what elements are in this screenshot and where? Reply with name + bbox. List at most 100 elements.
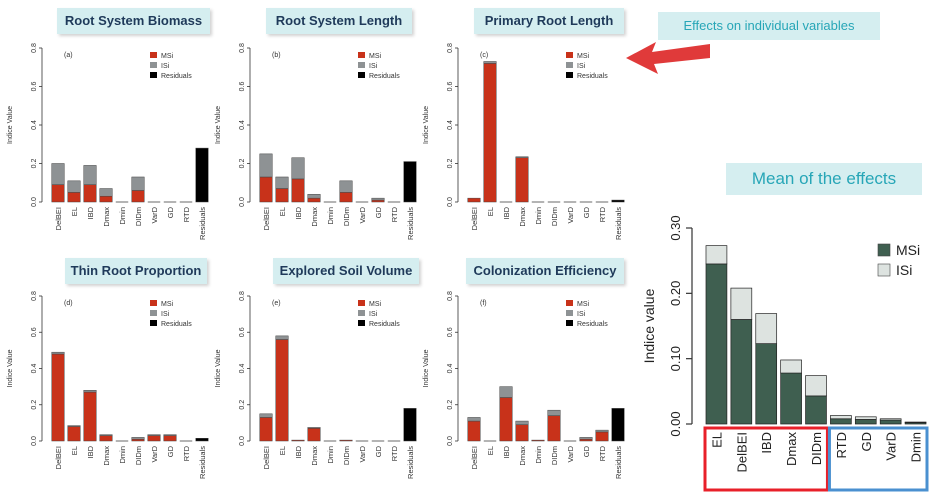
x-tick-label: GD [374, 445, 383, 457]
y-tick-label: 0.0 [447, 197, 454, 207]
x-tick-label: EL [709, 432, 724, 448]
bar-isi-ibd [755, 313, 778, 344]
x-tick-label: DIDm [134, 446, 143, 465]
x-tick-label: VarD [150, 206, 159, 223]
panel-title-d: Thin Root Proportion [65, 258, 207, 284]
legend-swatch-isi [877, 263, 891, 277]
panel-title-b: Root System Length [266, 8, 412, 34]
bar-msi-delbei [259, 417, 273, 442]
x-tick-label: DIDm [342, 207, 351, 226]
bar-residuals-residuals [611, 199, 625, 203]
bar-isi-didm [131, 437, 145, 440]
bar-msi-dmax [515, 424, 529, 442]
legend-label-residuals: Residuals [577, 321, 608, 328]
legend-label-residuals: Residuals [161, 321, 192, 328]
bar-isi-el [275, 176, 289, 189]
y-tick-label: 0.4 [239, 364, 246, 374]
x-tick-label: Dmax [784, 432, 799, 466]
bar-isi-ibd [291, 157, 305, 180]
x-tick-label: DelBEI [262, 207, 271, 230]
bar-isi-didm [805, 375, 827, 397]
x-tick-label: DelBEI [470, 446, 479, 469]
x-tick-label: DelBEI [734, 432, 749, 472]
chart-root-system-length: 0.0 0.2 0.4 0.6 0.8 Indice Value (b) DelBEI EL IB… [215, 43, 417, 240]
x-tick-label: VarD [566, 445, 575, 462]
legend-label-msi: MSi [369, 53, 382, 60]
bar-isi-delbei [51, 351, 65, 355]
legend-label-isi: ISi [577, 63, 586, 70]
x-tick-label: EL [70, 446, 79, 455]
bar-isi-delbei [730, 287, 753, 320]
legend-swatch-msi [566, 300, 573, 306]
bar-msi-ibd [83, 391, 97, 442]
y-tick-label: 0.6 [447, 327, 454, 337]
bar-msi-el [705, 263, 728, 425]
panel-title-e: Explored Soil Volume [273, 258, 419, 284]
bar-msi-delbei [259, 176, 273, 203]
x-tick-label: DIDm [550, 207, 559, 226]
x-tick-label: VarD [566, 206, 575, 223]
x-tick-label: EL [486, 446, 495, 455]
legend-swatch-isi [358, 310, 365, 316]
x-tick-label: Dmin [534, 207, 543, 225]
chart-primary-root-length: 0.0 0.2 0.4 0.6 0.8 Indice Value (c) DelBEI EL IB… [423, 43, 625, 240]
y-tick-label: 0.8 [31, 291, 38, 301]
x-tick-label: GD [166, 206, 175, 218]
legend-label-isi: ISi [896, 262, 912, 278]
legend-swatch-isi [150, 310, 157, 316]
y-tick-label: 0.6 [239, 327, 246, 337]
bar-isi-el [275, 335, 289, 340]
bar-isi-gd [854, 416, 877, 420]
legend-label-isi: ISi [369, 311, 378, 318]
bar-isi-dmax [515, 420, 529, 425]
x-tick-label: VarD [884, 432, 899, 461]
x-tick-label: IBD [759, 432, 774, 454]
x-tick-label: DIDm [342, 446, 351, 465]
y-tick-label: 0.8 [239, 43, 246, 53]
bar-isi-delbei [51, 163, 65, 185]
y-tick-label: 0.8 [447, 43, 454, 53]
x-tick-label: RTD [598, 206, 607, 222]
bar-isi-ibd [83, 390, 97, 393]
mean-effects-title: Mean of the effects [726, 163, 922, 195]
chart-explored-soil-volume: 0.0 0.2 0.4 0.6 0.8 Indice Value (e) DelBEI EL IB… [215, 291, 417, 479]
y-tick-label: 0.4 [447, 120, 454, 130]
legend-swatch-residuals [358, 320, 365, 326]
x-tick-label: Dmin [326, 446, 335, 464]
x-tick-label: Dmax [102, 207, 111, 227]
y-tick-label: 0.2 [447, 400, 454, 410]
bar-msi-ibd [83, 184, 97, 203]
bar-isi-dmax [515, 156, 529, 158]
panel-label: (d) [64, 300, 73, 307]
x-tick-label: RTD [390, 445, 399, 461]
bar-msi-didm [131, 438, 145, 442]
bar-residuals-residuals [195, 438, 209, 442]
x-tick-label: Dmax [310, 207, 319, 227]
bar-isi-delbei [467, 417, 481, 422]
x-tick-label: Dmax [518, 207, 527, 227]
bar-msi-delbei [730, 319, 753, 425]
x-tick-label: Residuals [406, 207, 415, 240]
bar-isi-dmax [99, 434, 113, 436]
legend-label-residuals: Residuals [577, 73, 608, 80]
x-tick-label: DIDm [134, 207, 143, 226]
x-tick-label: Dmin [909, 432, 924, 462]
panel-label: (e) [272, 300, 281, 307]
legend-swatch-residuals [150, 320, 157, 326]
bar-residuals-residuals [611, 408, 625, 442]
x-tick-label: VarD [358, 445, 367, 462]
x-tick-label: DelBEI [54, 207, 63, 230]
x-tick-label: Residuals [614, 207, 623, 240]
x-tick-label: Dmin [118, 207, 127, 225]
y-tick-label: 0.6 [31, 82, 38, 92]
bar-msi-didm [339, 192, 353, 203]
y-tick-label: 0.4 [31, 120, 38, 130]
legend-swatch-residuals [566, 320, 573, 326]
legend-label-msi: MSi [161, 53, 174, 60]
x-tick-label: Residuals [198, 446, 207, 479]
x-tick-label: Dmax [518, 446, 527, 466]
legend-label-msi: MSi [369, 301, 382, 308]
x-tick-label: DIDm [809, 432, 824, 465]
legend-swatch-msi [150, 300, 157, 306]
legend-label-msi: MSi [896, 242, 920, 258]
